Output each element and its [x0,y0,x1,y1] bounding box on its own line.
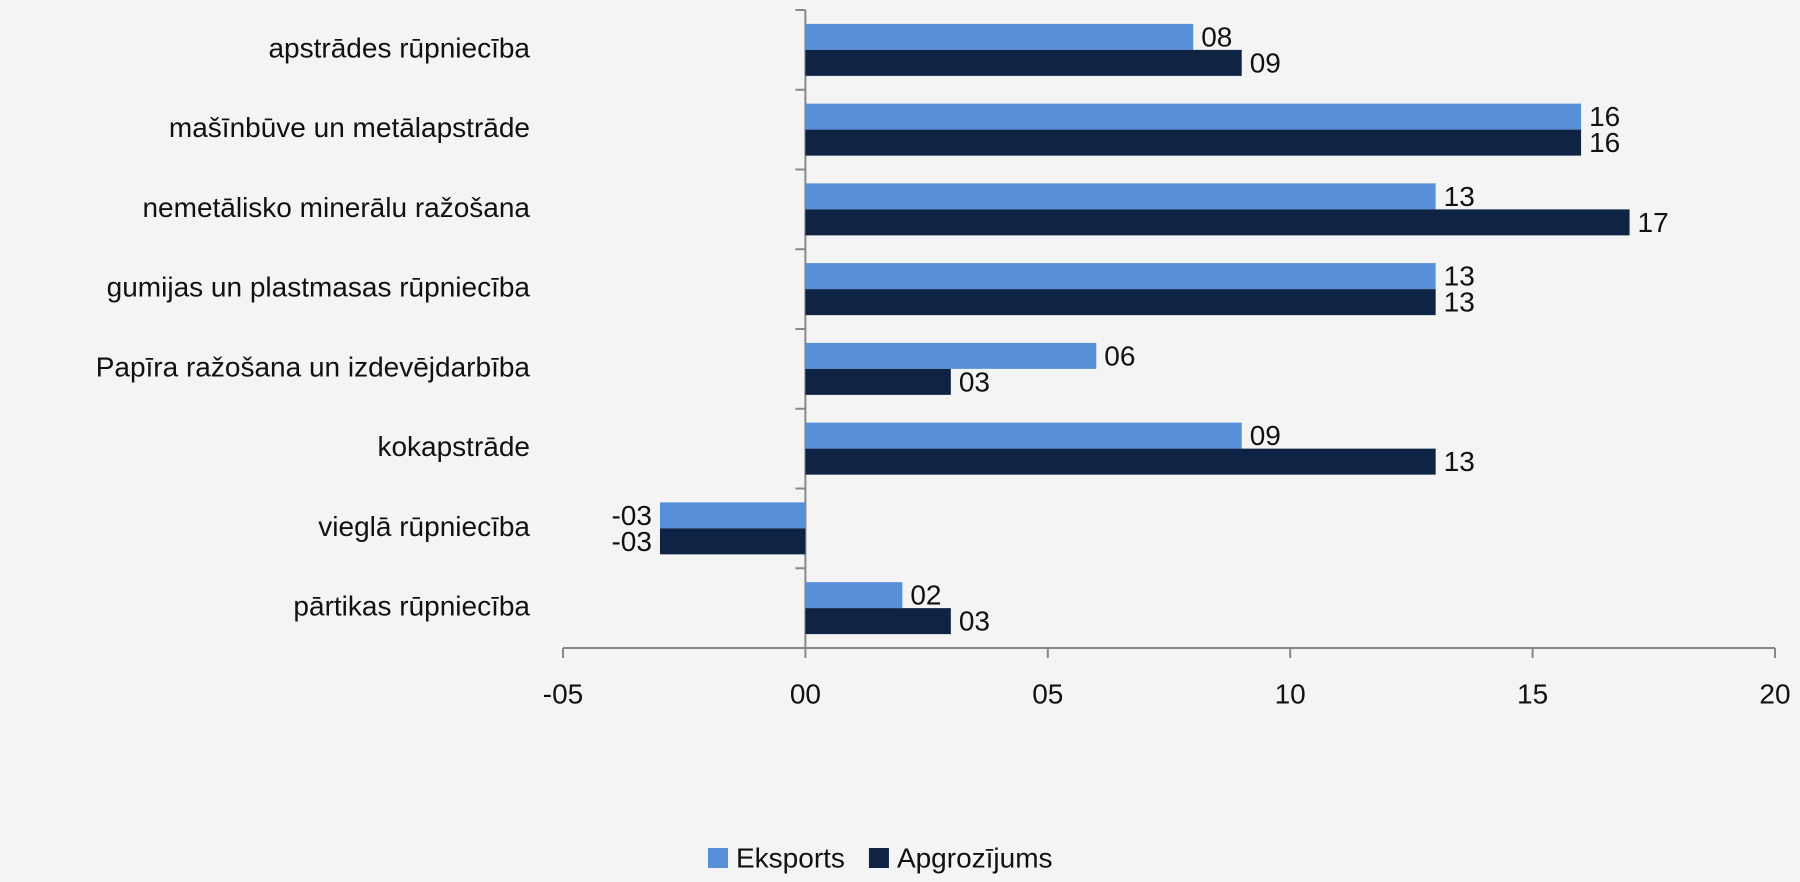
y-tick-label: mašīnbūve un metālapstrāde [169,112,530,143]
x-tick-label: -05 [543,678,583,709]
legend-label: Apgrozījums [897,842,1053,873]
data-label: 16 [1589,101,1620,132]
y-tick-label: apstrādes rūpniecība [268,32,530,63]
y-tick-label: pārtikas rūpniecība [293,591,530,622]
bar [805,23,1194,50]
bar [805,183,1436,210]
bar [805,422,1242,449]
data-label: 09 [1250,420,1281,451]
x-tick-label: 10 [1275,678,1306,709]
data-label: 13 [1444,261,1475,292]
x-tick-label: 15 [1517,678,1548,709]
x-tick-label: 20 [1759,678,1790,709]
bar [659,502,806,529]
y-tick-label: nemetālisko minerālu ražošana [142,192,530,223]
data-label: 09 [1250,47,1281,78]
data-label: 17 [1638,207,1669,238]
data-label: 13 [1444,446,1475,477]
legend-swatch [868,848,889,868]
y-tick-label: Papīra ražošana un izdevējdarbība [96,351,531,382]
bar [805,582,903,609]
bar [805,608,951,635]
data-label: -03 [611,500,651,531]
data-label: 06 [1104,340,1135,371]
data-label: 02 [910,580,941,611]
bar [805,209,1630,236]
data-label: 08 [1201,21,1232,52]
data-label: 03 [959,606,990,637]
data-label: 03 [959,366,990,397]
y-tick-label: vieglā rūpniecība [318,511,530,542]
y-tick-label: gumijas un plastmasas rūpniecība [107,272,531,303]
x-tick-label: 00 [790,678,821,709]
legend-swatch [708,848,728,868]
bar [805,448,1436,475]
y-tick-label: kokapstrāde [377,431,530,462]
data-label: -03 [611,526,651,557]
data-label: 13 [1444,181,1475,212]
data-label: 16 [1589,127,1620,158]
legend-label: Eksports [736,842,845,873]
bar [805,342,1097,369]
bar [805,289,1436,316]
data-label: 13 [1444,287,1475,318]
x-tick-label: 05 [1032,678,1063,709]
bar [805,103,1582,130]
bar [805,368,951,395]
bar [805,263,1436,290]
bar [659,528,806,555]
bar [805,129,1582,156]
bar [805,49,1242,76]
